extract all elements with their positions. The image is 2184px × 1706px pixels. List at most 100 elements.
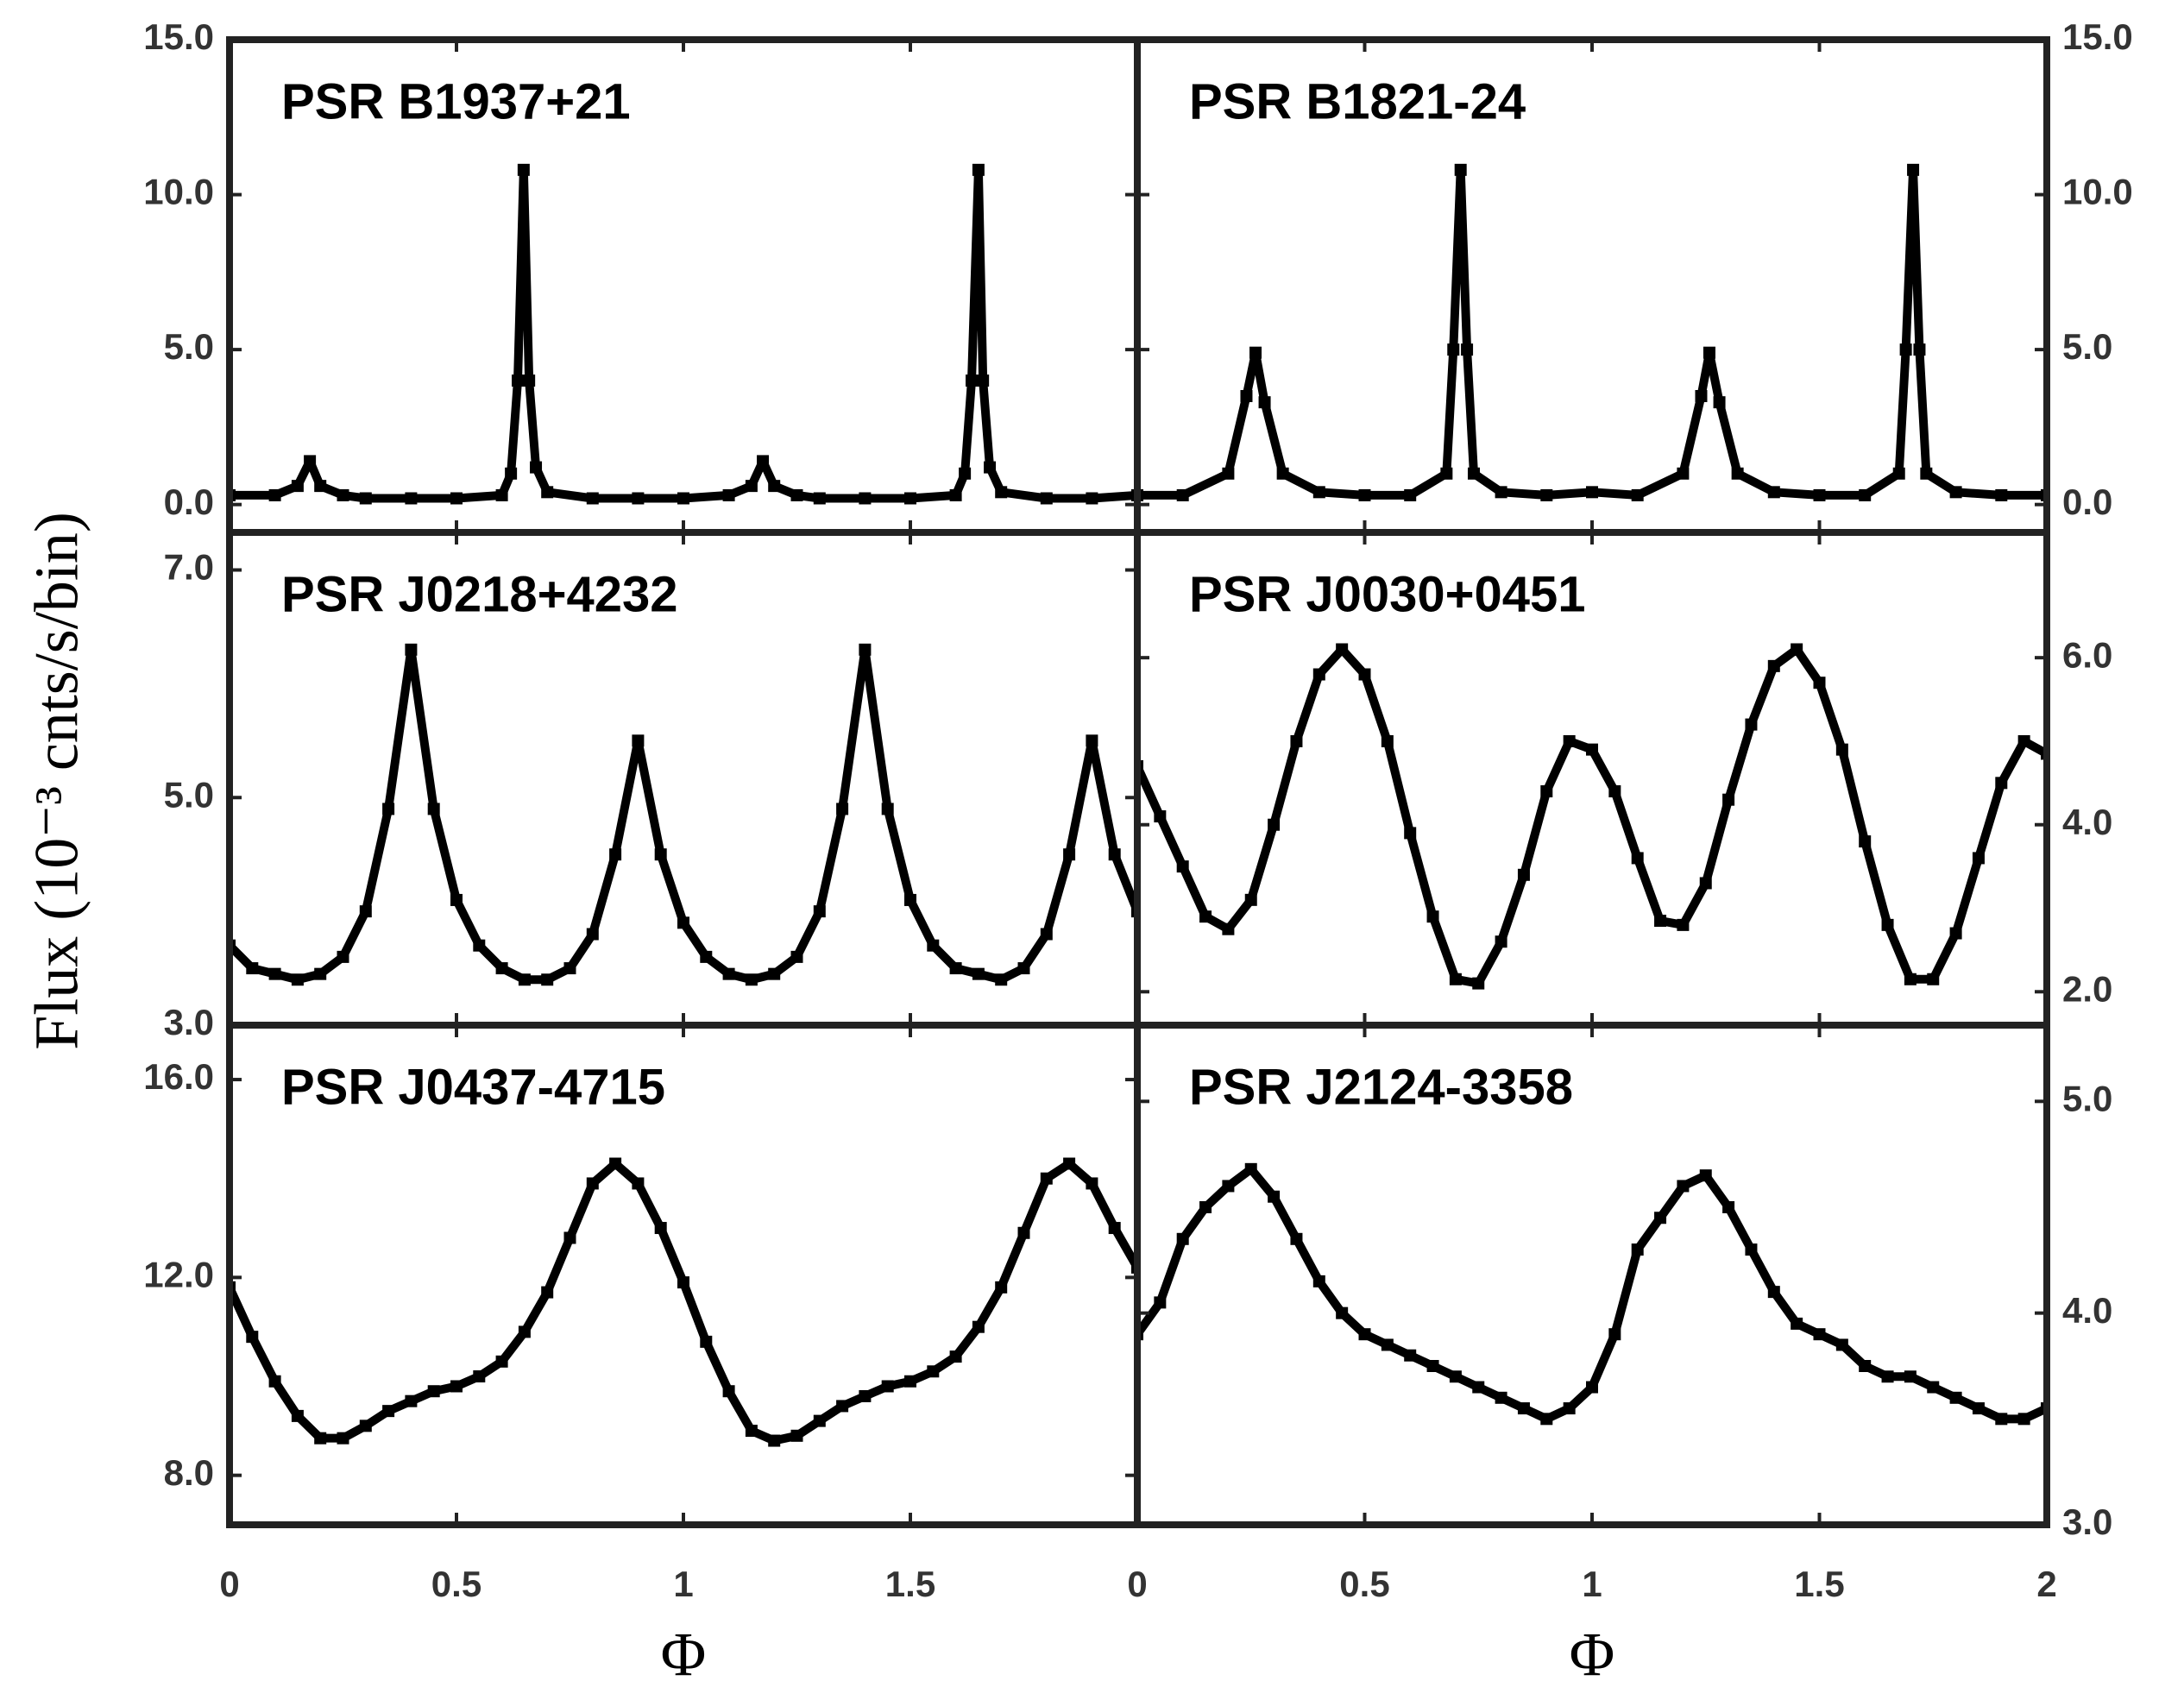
marker [1563, 734, 1576, 747]
marker [1449, 973, 1462, 985]
marker [1631, 488, 1644, 501]
marker [984, 461, 997, 474]
marker [291, 480, 304, 493]
y-tick-label: 6.0 [2062, 634, 2112, 675]
marker [2017, 1413, 2030, 1426]
y-tick-label: 7.0 [164, 547, 214, 588]
marker [881, 1380, 894, 1393]
marker [632, 492, 645, 505]
marker [517, 163, 530, 176]
marker [722, 1385, 735, 1398]
marker [1608, 785, 1621, 798]
line [230, 1159, 1137, 1445]
marker [654, 1222, 667, 1235]
marker [1108, 848, 1121, 861]
marker [1745, 1243, 1758, 1256]
marker [1426, 1359, 1439, 1372]
marker [1426, 910, 1439, 923]
marker [609, 1157, 622, 1170]
marker [927, 939, 940, 952]
marker [1495, 486, 1507, 499]
marker [1859, 488, 1872, 501]
marker [768, 1434, 781, 1447]
marker [722, 488, 735, 501]
marker [768, 967, 781, 980]
marker [700, 950, 713, 963]
marker [1461, 343, 1474, 356]
marker [1586, 1381, 1598, 1394]
marker [505, 467, 518, 480]
marker [1199, 910, 1212, 923]
marker [1404, 1349, 1417, 1362]
marker [1631, 852, 1644, 865]
x-axis-label: Φ [661, 1621, 707, 1690]
marker [1703, 346, 1715, 359]
marker [1017, 962, 1030, 975]
y-tick-label: 15.0 [143, 16, 214, 57]
marker [757, 455, 770, 468]
marker [541, 973, 554, 986]
marker [859, 643, 872, 656]
marker [949, 1350, 962, 1363]
marker [1540, 1413, 1553, 1426]
y-tick-label: 5.0 [2062, 1078, 2112, 1118]
marker [1268, 818, 1281, 831]
x-tick-label: 1 [673, 1564, 693, 1604]
y-tick-label: 10.0 [2062, 172, 2133, 212]
marker [1722, 793, 1735, 806]
marker [1176, 860, 1189, 873]
marker [1404, 488, 1417, 501]
marker [1995, 777, 2008, 790]
y-tick-label: 0.0 [2062, 482, 2112, 522]
marker [359, 1420, 372, 1432]
marker [904, 893, 916, 906]
marker [1920, 467, 1933, 480]
marker [1222, 467, 1235, 480]
marker [1927, 1381, 1940, 1394]
series [230, 1157, 1137, 1447]
marker [337, 1432, 349, 1445]
x-tick-label: 1.5 [1794, 1564, 1844, 1604]
y-tick-label: 15.0 [2062, 16, 2133, 57]
panel-title: PSR B1937+21 [281, 73, 631, 129]
marker [1586, 743, 1598, 756]
y-tick-label: 4.0 [2062, 802, 2112, 842]
marker [1713, 396, 1726, 409]
x-tick-label: 0 [219, 1564, 239, 1604]
marker [1086, 492, 1098, 505]
marker [1791, 1317, 1803, 1330]
y-tick-label: 5.0 [164, 774, 214, 815]
marker [268, 488, 281, 501]
marker [1063, 1157, 1076, 1170]
marker [859, 492, 872, 505]
marker [972, 1320, 985, 1333]
marker [1608, 1328, 1621, 1341]
marker [1472, 1381, 1485, 1394]
marker [1835, 743, 1848, 756]
series [1137, 1162, 2047, 1426]
marker [1913, 343, 1926, 356]
x-tick-label: 1 [1582, 1564, 1602, 1604]
marker [1995, 488, 2008, 501]
marker [972, 163, 985, 176]
marker [427, 1385, 440, 1398]
marker [1767, 659, 1780, 672]
marker [1244, 893, 1257, 906]
marker [405, 1394, 418, 1407]
marker [382, 1405, 395, 1418]
line [1137, 165, 2047, 500]
marker [314, 480, 327, 493]
panel-title: PSR B1821-24 [1189, 73, 1526, 129]
marker [359, 905, 372, 918]
marker [1949, 1391, 1962, 1404]
marker [1404, 827, 1417, 840]
marker [246, 962, 259, 975]
marker [512, 375, 525, 387]
marker [1358, 1328, 1371, 1341]
marker [1336, 643, 1349, 656]
panel-frame [1134, 1022, 2050, 1528]
marker [959, 467, 972, 480]
marker [1312, 668, 1325, 681]
marker [518, 973, 531, 986]
marker [495, 488, 508, 501]
